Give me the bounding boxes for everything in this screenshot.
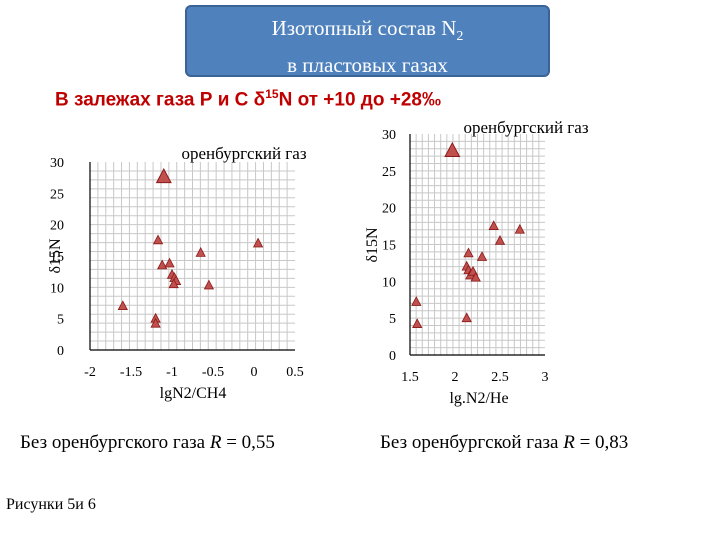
title-subscript: 2 xyxy=(456,29,464,45)
chart1-x-tick-label: -1 xyxy=(166,365,178,380)
chart2-x-tick-label: 2.5 xyxy=(491,370,509,385)
title-line-2: в пластовых газах xyxy=(287,53,448,78)
chart2-y-tick-label: 5 xyxy=(389,312,396,327)
right-note-var: R xyxy=(563,432,575,453)
chart1-x-tick-label: 0 xyxy=(251,365,258,380)
chart1-highlight-point xyxy=(155,167,172,184)
chart1-x-tick-label: -0.5 xyxy=(202,365,224,380)
chart2-highlight-point xyxy=(444,141,461,158)
chart1-title: оренбургский газ xyxy=(181,144,306,163)
chart2-title: оренбургский газ xyxy=(463,118,588,137)
right-note-value: = 0,83 xyxy=(574,432,629,453)
chart1-x-tick-label: 0.5 xyxy=(286,365,304,380)
chart2-x-axis-label: lg.N2/He xyxy=(449,390,508,407)
chart1-x-tick-label: -2 xyxy=(84,365,96,380)
chart2-y-tick-label: 20 xyxy=(382,202,396,217)
subtitle-pre: В залежах газа Р и С δ xyxy=(55,89,266,111)
chart1-data-point xyxy=(156,259,168,270)
subtitle-post: N от +10 до +28‰ xyxy=(278,89,441,111)
chart2-data-point xyxy=(488,220,499,230)
chart2-data-point xyxy=(412,318,423,328)
chart1-y-tick-label: 15 xyxy=(50,250,64,265)
chart1-data-point xyxy=(252,237,264,248)
chart2-x-tick-label: 2 xyxy=(452,370,459,385)
figure-caption: Рисунки 5и 6 xyxy=(6,496,96,513)
chart2-data-point xyxy=(476,251,488,261)
chart1-y-tick-label: 25 xyxy=(50,187,64,202)
chart1-y-tick-label: 0 xyxy=(57,344,64,359)
chart1-data-point xyxy=(203,279,215,290)
title-box: Изотопный состав N2 в пластовых газах xyxy=(185,5,550,77)
right-correlation-note: Без оренбургской газа R = 0,83 xyxy=(380,432,628,454)
chart1-data-point xyxy=(152,234,164,245)
chart2-data-point xyxy=(470,271,481,282)
subtitle: В залежах газа Р и С δ15N от +10 до +28‰ xyxy=(55,87,441,111)
chart1-y-tick-label: 10 xyxy=(50,281,64,296)
chart2-data-point xyxy=(494,234,506,245)
chart2-data-point xyxy=(514,223,525,234)
chart2-y-tick-label: 0 xyxy=(389,349,396,364)
left-note-value: = 0,55 xyxy=(221,432,275,453)
title-main: Изотопный состав N xyxy=(271,16,457,40)
chart2-y-tick-label: 25 xyxy=(382,165,396,180)
chart1-y-tick-label: 20 xyxy=(50,219,64,234)
chart1-data-point xyxy=(195,247,206,257)
chart1-data-point xyxy=(150,317,161,328)
chart2-x-tick-label: 3 xyxy=(542,370,549,385)
chart2-y-tick-label: 15 xyxy=(382,239,396,254)
right-note-text: Без оренбургской газа xyxy=(380,432,564,453)
chart1-data-point xyxy=(168,278,179,289)
chart2-x-tick-label: 1.5 xyxy=(401,370,419,385)
chart2-y-tick-label: 10 xyxy=(382,275,396,290)
left-correlation-note: Без оренбургского газа R = 0,55 xyxy=(20,432,275,454)
chart2-data-point xyxy=(411,296,422,306)
title-line-1: Изотопный состав N2 xyxy=(187,14,548,51)
chart2-data-point xyxy=(463,247,474,258)
chart1-data-point xyxy=(117,300,128,311)
chart1-y-axis-label: δ15N xyxy=(47,238,64,274)
left-note-var: R xyxy=(209,432,222,453)
subtitle-sup: 15 xyxy=(265,87,279,101)
chart1-x-tick-label: -1.5 xyxy=(120,365,142,380)
chart1-data-point xyxy=(164,257,175,268)
chart1-y-tick-label: 30 xyxy=(50,156,64,171)
chart2-data-point xyxy=(461,312,472,323)
left-note-text: Без оренбургского газа xyxy=(20,432,210,453)
chart1-x-axis-label: lgN2/CH4 xyxy=(160,385,227,402)
chart1-y-tick-label: 5 xyxy=(57,313,64,328)
chart2-y-axis-label: δ15N xyxy=(364,227,381,263)
chart2-y-tick-label: 30 xyxy=(382,128,396,143)
